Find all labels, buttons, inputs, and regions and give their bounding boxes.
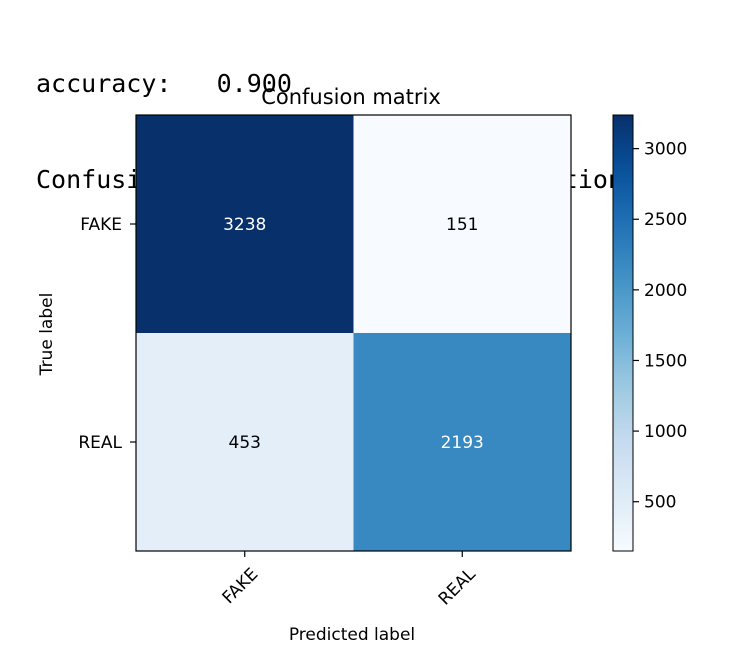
chart-title: Confusion matrix — [261, 85, 441, 109]
plot-frame — [135, 114, 572, 552]
matrix-cell — [353, 115, 571, 333]
y-tick-label: FAKE — [80, 215, 122, 235]
y-axis-ticks: FAKE REAL — [78, 215, 136, 453]
colorbar-tick-label: 2500 — [644, 210, 687, 230]
colorbar-ticks: 500 1000 1500 2000 2500 3000 — [633, 140, 687, 513]
matrix-cells: 3238 151 453 2193 — [136, 115, 571, 551]
cell-value-label: 453 — [229, 433, 261, 453]
matrix-cell — [136, 333, 354, 551]
colorbar — [612, 114, 634, 552]
y-tick-label: REAL — [78, 433, 122, 453]
cell-value-label: 3238 — [223, 215, 266, 235]
accuracy-line: accuracy: 0.900 — [36, 69, 292, 98]
cell-value-label: 151 — [446, 215, 478, 235]
colorbar-tick-label: 1000 — [644, 422, 687, 442]
matrix-cell — [136, 115, 354, 333]
colorbar-tick-label: 2000 — [644, 281, 687, 301]
colorbar-tick-label: 1500 — [644, 351, 687, 371]
x-axis-ticks: FAKE REAL — [219, 551, 480, 609]
colorbar-tick-label: 3000 — [644, 140, 687, 160]
matrix-cell — [353, 333, 571, 551]
x-axis-label: Predicted label — [289, 625, 415, 645]
cell-value-label: 2193 — [441, 433, 484, 453]
x-tick-label: FAKE — [219, 564, 263, 608]
y-axis-label: True label — [37, 293, 57, 377]
colorbar-tick-label: 500 — [644, 493, 676, 513]
x-tick-label: REAL — [435, 564, 480, 609]
